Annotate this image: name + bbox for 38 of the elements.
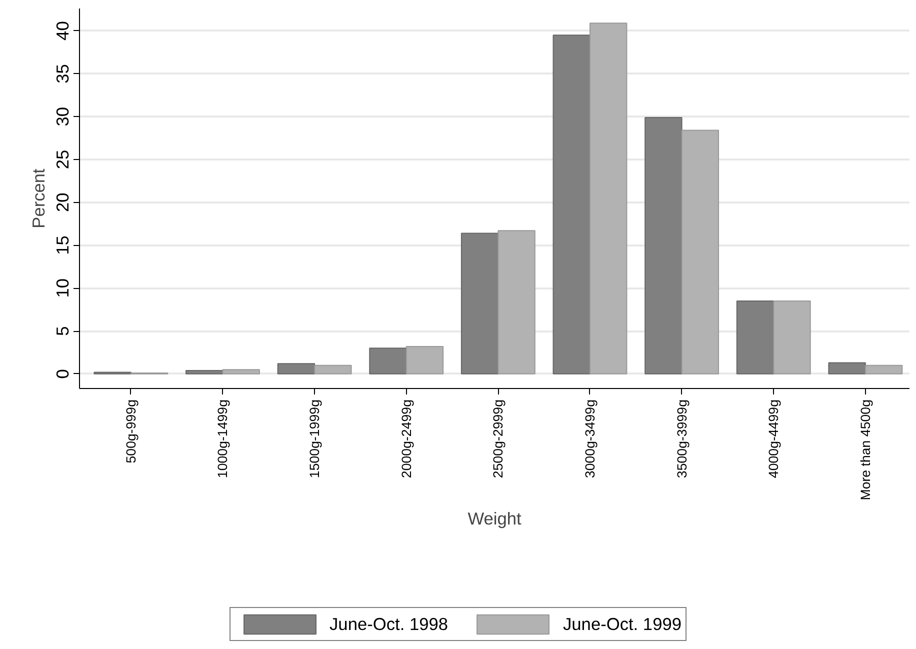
bar <box>314 364 352 374</box>
bar <box>460 232 499 374</box>
x-tick-label: 500g-999g <box>123 399 138 464</box>
bar <box>498 230 536 374</box>
x-tick-label: 3000g-3499g <box>582 399 598 478</box>
bar <box>736 300 774 374</box>
bar <box>277 363 316 374</box>
x-tick-label: 2500g-2999g <box>490 399 506 478</box>
y-tick-label: 25 <box>52 150 72 170</box>
bar <box>222 369 260 374</box>
x-axis-title: Weight <box>468 508 522 528</box>
x-tick-label: 4000g-4499g <box>766 399 782 478</box>
x-tick-label: 3500g-3999g <box>674 399 690 478</box>
bar <box>864 364 903 374</box>
y-tick-label: 10 <box>52 278 72 298</box>
bar <box>828 362 866 374</box>
legend-label: June-Oct. 1998 <box>330 614 448 634</box>
x-tick-label: 1500g-1999g <box>307 399 322 478</box>
bar <box>773 300 811 374</box>
y-tick-label: 0 <box>52 369 72 379</box>
y-tick-label: 40 <box>52 21 72 40</box>
x-tick-label: 1000g-1499g <box>215 399 230 478</box>
bar <box>186 370 224 374</box>
x-tick-label: 2000g-2499g <box>398 399 414 478</box>
bar <box>644 116 682 374</box>
legend-label: June-Oct. 1999 <box>563 614 682 634</box>
y-axis-title: Percent <box>28 168 48 228</box>
y-tick-label: 5 <box>52 326 72 336</box>
bar <box>552 34 590 374</box>
y-tick-label: 15 <box>52 236 72 255</box>
bar <box>406 346 444 374</box>
bar <box>681 130 720 374</box>
y-tick-label: 35 <box>52 64 72 84</box>
y-tick-label: 20 <box>52 192 72 212</box>
y-tick-label: 30 <box>52 106 72 126</box>
bar <box>589 22 628 374</box>
x-tick-label: More than 4500g <box>858 399 873 500</box>
bar <box>369 348 407 374</box>
